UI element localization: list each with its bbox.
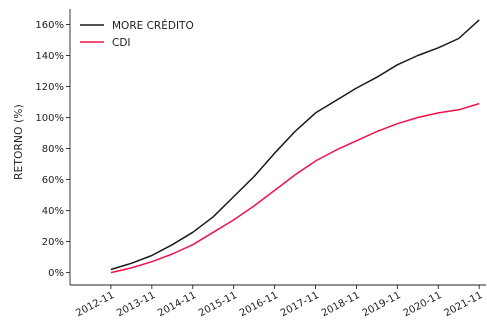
y-axis-title: RETORNO (%) xyxy=(13,104,25,180)
y-tick-label: 120% xyxy=(35,82,64,93)
y-tick-label: 40% xyxy=(42,206,64,217)
legend-label: CDI xyxy=(112,37,131,49)
plot-frame xyxy=(69,9,486,286)
series-line-cdi xyxy=(110,102,480,274)
y-tick-label: 100% xyxy=(35,113,64,124)
y-tick-label: 20% xyxy=(42,237,64,248)
y-tick-label: 0% xyxy=(48,268,64,279)
y-tick-label: 60% xyxy=(42,175,64,186)
y-tick-label: 140% xyxy=(35,51,64,62)
series-line-more-credito xyxy=(110,19,480,271)
legend-label: MORE CRÉDITO xyxy=(112,19,194,32)
y-tick-label: 80% xyxy=(42,144,64,155)
y-tick-label: 160% xyxy=(35,20,64,31)
y-axis-ticks: 0% 20% 40% 60% 80% 100% 120% 140% 160% xyxy=(35,20,70,279)
legend: MORE CRÉDITO CDI xyxy=(80,19,194,49)
series-lines xyxy=(110,19,480,274)
